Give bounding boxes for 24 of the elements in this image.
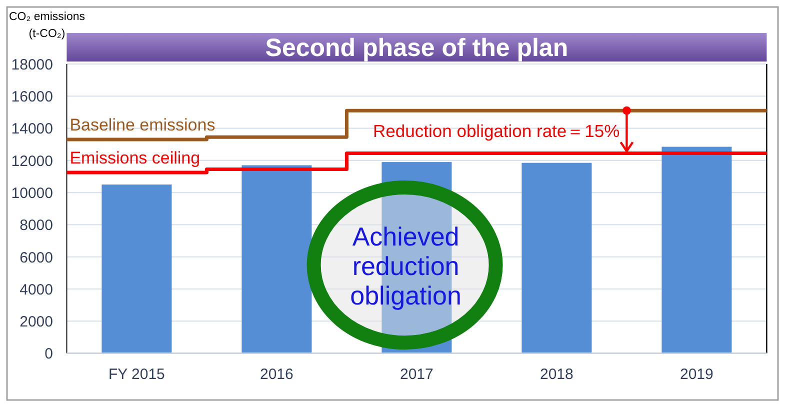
y-tick-label: 0 [44,346,53,363]
series-label: Baseline emissions [70,116,216,135]
y-tick-label: 18000 [11,56,53,74]
annotation: Reduction obligation rate＝15% [373,120,620,141]
y-tick-label: 10000 [11,184,53,202]
y-tick-label: 2000 [20,314,53,331]
y-tick-label: 16000 [11,88,53,106]
y-tick-label: 4000 [20,281,53,298]
chart-title: Second phase of the plan [265,34,568,62]
annotation: Achieved reduction obligation [350,222,462,311]
series-label: Emissions ceiling [70,148,200,168]
x-tick-label: 2016 [260,366,294,383]
y-tick-label: 12000 [11,152,53,170]
y-tick-label: 8000 [20,217,53,234]
y-tick-label: 14000 [11,120,53,138]
x-tick-label: 2018 [540,366,574,383]
y-axis-title: CO₂ emissions (t-CO₂) [8,11,86,40]
bar [102,184,172,354]
x-tick-label: 2017 [400,366,434,383]
x-tick-label: FY 2015 [108,366,165,383]
bar [662,146,732,354]
y-tick-label: 6000 [20,249,53,266]
bar [522,162,592,354]
x-tick-label: 2019 [680,366,714,383]
